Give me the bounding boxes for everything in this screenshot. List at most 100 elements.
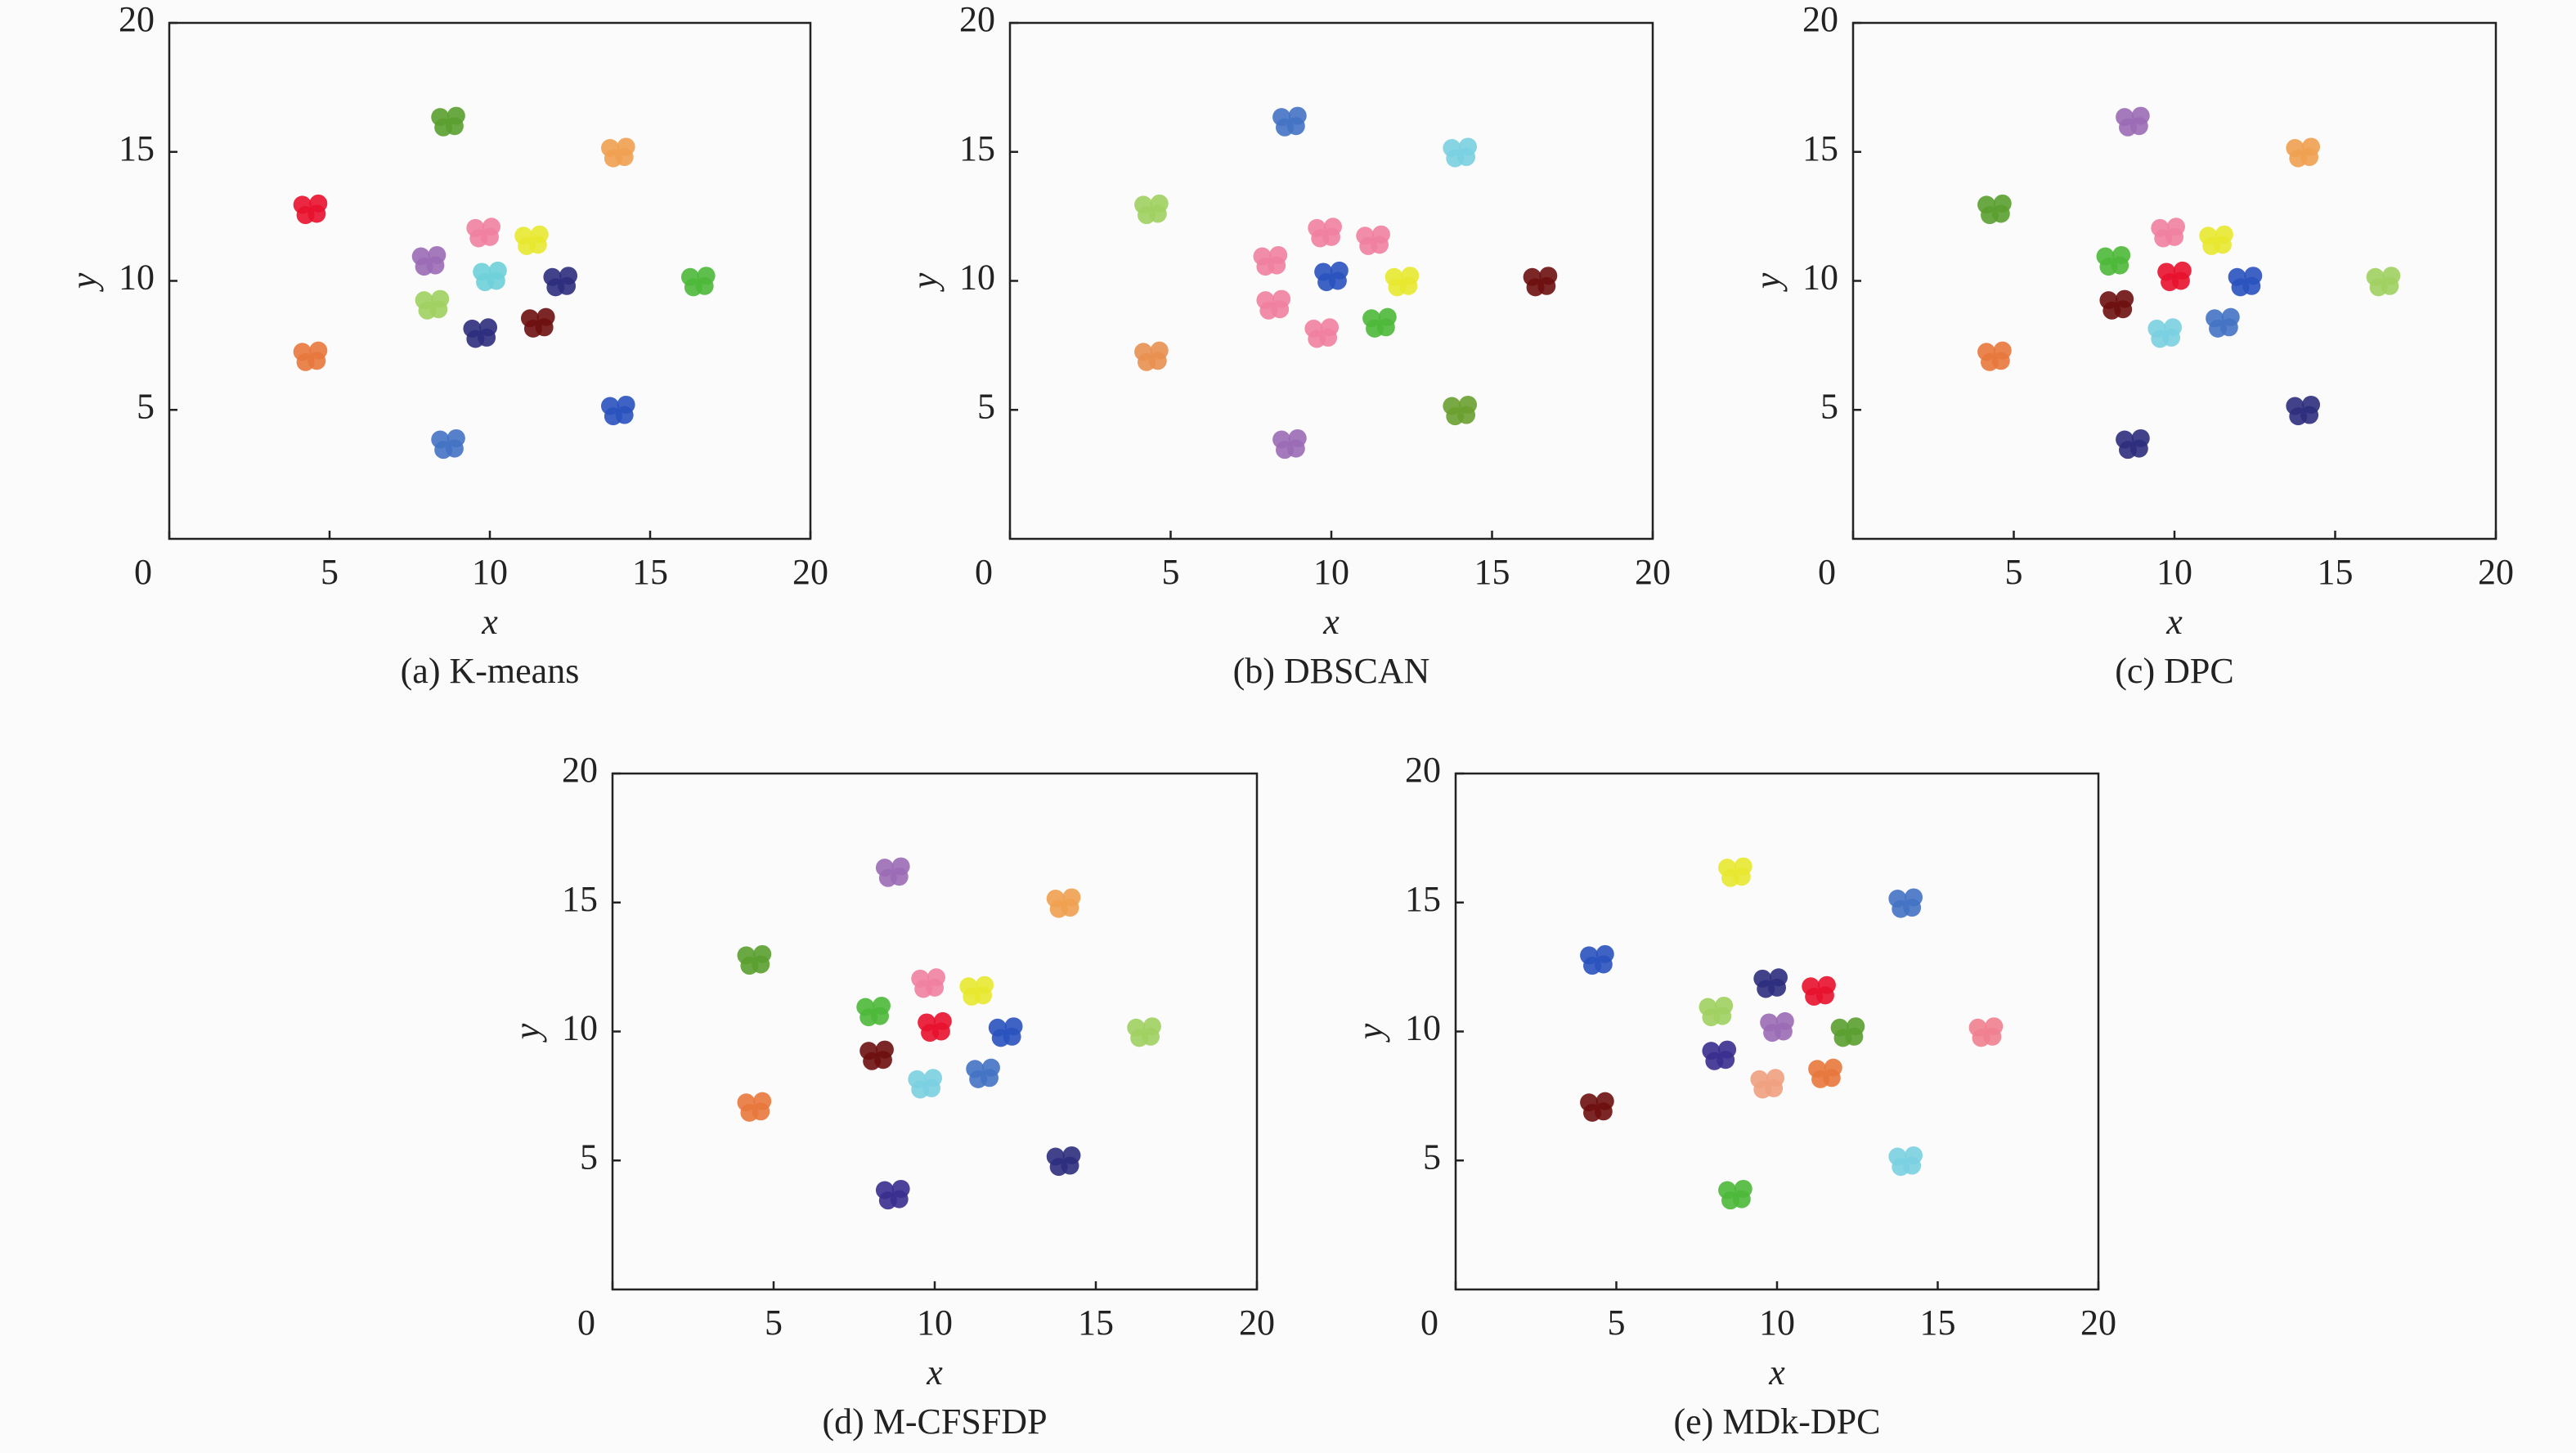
scatter-point <box>914 980 933 998</box>
scatter-point <box>2099 258 2118 276</box>
x-tick-label: 5 <box>2005 552 2023 592</box>
scatter-point <box>911 1080 930 1099</box>
subplot: 0 5 10 15 20 5 10 15 20 x y (c) DPC <box>1748 0 2514 691</box>
scatter-point <box>969 1070 988 1088</box>
scatter-point <box>740 957 759 975</box>
scatter-point <box>1311 229 1330 248</box>
x-tick-label: 0 <box>1420 1303 1438 1343</box>
scatter-point <box>1721 1191 1740 1210</box>
scatter-point <box>2289 149 2308 168</box>
scatter-point <box>1446 149 1465 168</box>
y-tick-label: 15 <box>562 879 598 919</box>
scatter-point <box>2202 236 2221 255</box>
scatter-point <box>1811 1070 1830 1088</box>
scatter-point <box>2119 118 2138 137</box>
x-tick-label: 5 <box>1162 552 1180 592</box>
x-axis-label: x <box>2165 602 2183 642</box>
y-tick-label: 5 <box>137 386 155 426</box>
scatter-point <box>1757 980 1775 998</box>
subplot-caption: (b) DBSCAN <box>1233 651 1430 691</box>
scatter-point <box>2154 229 2173 248</box>
scatter-point <box>1317 273 1336 292</box>
scatter-point <box>878 1191 897 1210</box>
scatter-point <box>296 206 315 225</box>
scatter-point <box>1259 301 1278 320</box>
y-tick-label: 10 <box>959 258 995 298</box>
scatter-point <box>1583 957 1602 975</box>
scatter-point <box>1763 1024 1782 1043</box>
y-tick-label: 10 <box>1802 258 1838 298</box>
y-axis-label: y <box>507 1023 547 1043</box>
scatter-point <box>1721 868 1740 887</box>
subplot-caption: (d) M-CFSFDP <box>822 1401 1047 1442</box>
y-tick-label: 15 <box>119 128 155 168</box>
x-tick-label: 20 <box>2080 1303 2116 1343</box>
x-axis-label: x <box>481 602 498 642</box>
subplot-caption: (e) MDk-DPC <box>1674 1401 1881 1442</box>
scatter-point <box>418 301 437 320</box>
y-tick-label: 20 <box>959 0 995 39</box>
x-tick-label: 5 <box>765 1303 783 1343</box>
scatter-point <box>1388 278 1407 297</box>
scatter-point <box>2369 278 2388 297</box>
scatter-point <box>476 273 495 292</box>
scatter-point <box>1833 1029 1852 1047</box>
x-tick-label: 15 <box>2318 552 2354 592</box>
x-tick-label: 0 <box>134 552 152 592</box>
y-tick-label: 20 <box>1802 0 1838 39</box>
y-axis-label: y <box>1748 272 1788 292</box>
scatter-point <box>863 1052 882 1070</box>
scatter-point <box>684 278 702 297</box>
x-tick-label: 10 <box>472 552 508 592</box>
y-tick-label: 5 <box>580 1137 598 1177</box>
x-tick-label: 0 <box>577 1303 595 1343</box>
x-axis-label: x <box>1768 1352 1785 1392</box>
scatter-point <box>469 229 488 248</box>
scatter-point <box>859 1008 878 1027</box>
x-tick-label: 15 <box>1078 1303 1114 1343</box>
scatter-point <box>604 407 622 426</box>
x-axis-label: x <box>926 1352 943 1392</box>
scatter-point <box>740 1103 759 1122</box>
scatter-point <box>1702 1008 1721 1027</box>
scatter-point <box>1366 319 1384 338</box>
scatter-point <box>466 330 485 348</box>
y-tick-label: 15 <box>1802 128 1838 168</box>
scatter-point <box>1138 206 1156 225</box>
y-tick-label: 5 <box>1820 386 1838 426</box>
scatter-point <box>2103 301 2121 320</box>
subplot: 0 5 10 15 20 5 10 15 20 x y (a) K-means <box>64 0 828 691</box>
y-tick-label: 10 <box>119 258 155 298</box>
scatter-point <box>1276 118 1295 137</box>
scatter-point <box>963 987 981 1006</box>
x-tick-label: 10 <box>1313 552 1349 592</box>
x-tick-label: 15 <box>632 552 668 592</box>
scatter-point <box>1981 352 1999 371</box>
scatter-point <box>546 278 565 297</box>
scatter-point <box>434 118 453 137</box>
subplot: 0 5 10 15 20 5 10 15 20 x y (e) MDk-DPC <box>1350 750 2116 1442</box>
scatter-point <box>415 258 433 276</box>
scatter-point <box>1256 258 1275 276</box>
scatter-point <box>604 149 622 168</box>
scatter-point <box>1446 407 1465 426</box>
y-tick-label: 20 <box>1405 750 1441 790</box>
y-axis-label: y <box>1350 1023 1390 1043</box>
scatter-point <box>1753 1080 1772 1099</box>
x-tick-label: 15 <box>1920 1303 1956 1343</box>
scatter-point <box>2209 319 2228 338</box>
scatter-point <box>1805 987 1824 1006</box>
scatter-point <box>1276 441 1295 460</box>
scatter-point <box>434 441 453 460</box>
scatter-point <box>1359 236 1378 255</box>
y-tick-label: 20 <box>119 0 155 39</box>
scatter-point <box>2161 273 2179 292</box>
scatter-point <box>2151 330 2170 348</box>
y-tick-label: 15 <box>1405 879 1441 919</box>
y-tick-label: 20 <box>562 750 598 790</box>
y-tick-label: 15 <box>959 128 995 168</box>
x-tick-label: 20 <box>792 552 828 592</box>
scatter-point <box>296 352 315 371</box>
x-tick-label: 10 <box>2156 552 2192 592</box>
